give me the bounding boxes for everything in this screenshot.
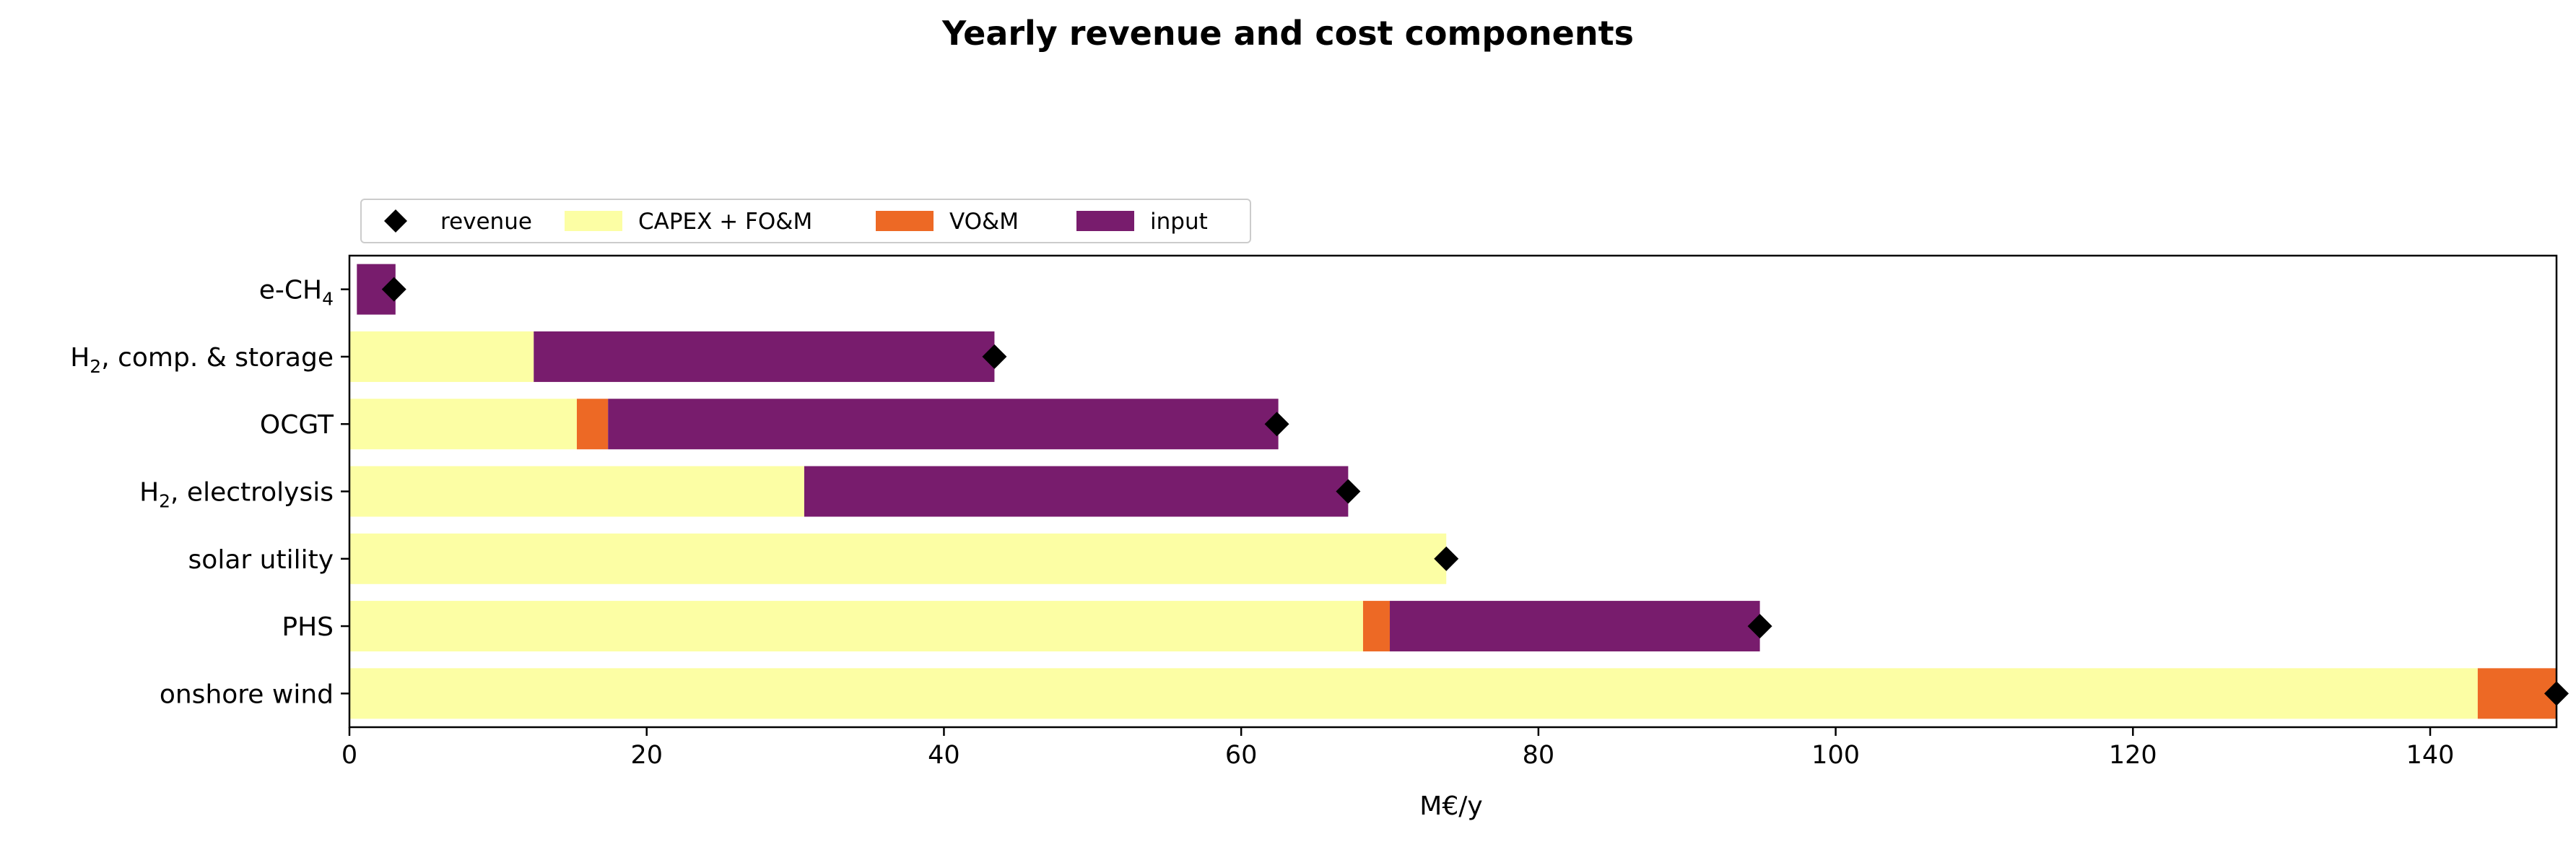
- x-axis-label: M€/y: [1419, 791, 1482, 821]
- revenue-marker-5: [1747, 614, 1772, 639]
- bar-1-series-2: [534, 331, 995, 382]
- y-tick-label: PHS: [282, 612, 334, 642]
- revenue-marker-4: [1434, 546, 1459, 571]
- revenue-marker-3: [1336, 479, 1361, 504]
- bar-6-series-0: [349, 668, 2478, 719]
- bar-5-series-0: [349, 601, 1363, 652]
- bar-5-series-2: [1390, 601, 1760, 652]
- x-tick-label: 20: [630, 741, 663, 770]
- bar-1-series-0: [349, 331, 534, 382]
- chart-title: Yearly revenue and cost components: [941, 14, 1634, 53]
- revenue-marker-1: [982, 344, 1007, 369]
- x-tick-label: 40: [928, 741, 960, 770]
- y-tick-label: H2, electrolysis: [139, 478, 334, 512]
- y-tick-label: OCGT: [260, 410, 334, 440]
- bar-2-series-2: [608, 399, 1279, 450]
- legend-swatch-2: [876, 211, 934, 231]
- legend-swatch-1: [565, 211, 622, 231]
- bar-5-series-1: [1362, 601, 1391, 652]
- bar-2-series-1: [576, 399, 609, 450]
- bar-6-series-1: [2477, 668, 2557, 719]
- y-tick-label: solar utility: [188, 545, 334, 575]
- y-tick-label: H2, comp. & storage: [70, 343, 334, 377]
- revenue-marker-2: [1264, 412, 1289, 437]
- x-tick-label: 0: [341, 741, 357, 770]
- bar-3-series-2: [804, 466, 1349, 517]
- bars-layer: [349, 264, 2557, 719]
- x-tick-label: 140: [2406, 741, 2455, 770]
- legend-label-1: CAPEX + FO&M: [638, 209, 812, 235]
- legend-label-0: revenue: [440, 209, 532, 235]
- bar-2-series-0: [349, 399, 577, 450]
- bar-4-series-0: [349, 533, 1447, 584]
- x-tick-label: 100: [1811, 741, 1860, 770]
- axes-layer: 0 20 40 60 80 100 120 140 e-CH4 H2, comp. & stora…: [70, 254, 2558, 770]
- legend-swatch-3: [1076, 211, 1134, 231]
- legend-box: [360, 199, 1251, 243]
- x-tick-label: 120: [2109, 741, 2157, 770]
- revenue-markers-layer: [381, 277, 2569, 706]
- legend-label-3: input: [1150, 209, 1208, 235]
- x-tick-label: 60: [1225, 741, 1258, 770]
- revenue-marker-0: [381, 277, 406, 302]
- legend-label-2: VO&M: [949, 209, 1019, 235]
- bar-3-series-0: [349, 466, 804, 517]
- x-tick-label: 80: [1523, 741, 1555, 770]
- y-tick-label: e-CH4: [259, 276, 334, 310]
- legend: revenue CAPEX + FO&M VO&M input: [360, 199, 1251, 243]
- legend-marker-revenue: [384, 209, 407, 233]
- y-tick-label: onshore wind: [160, 680, 334, 709]
